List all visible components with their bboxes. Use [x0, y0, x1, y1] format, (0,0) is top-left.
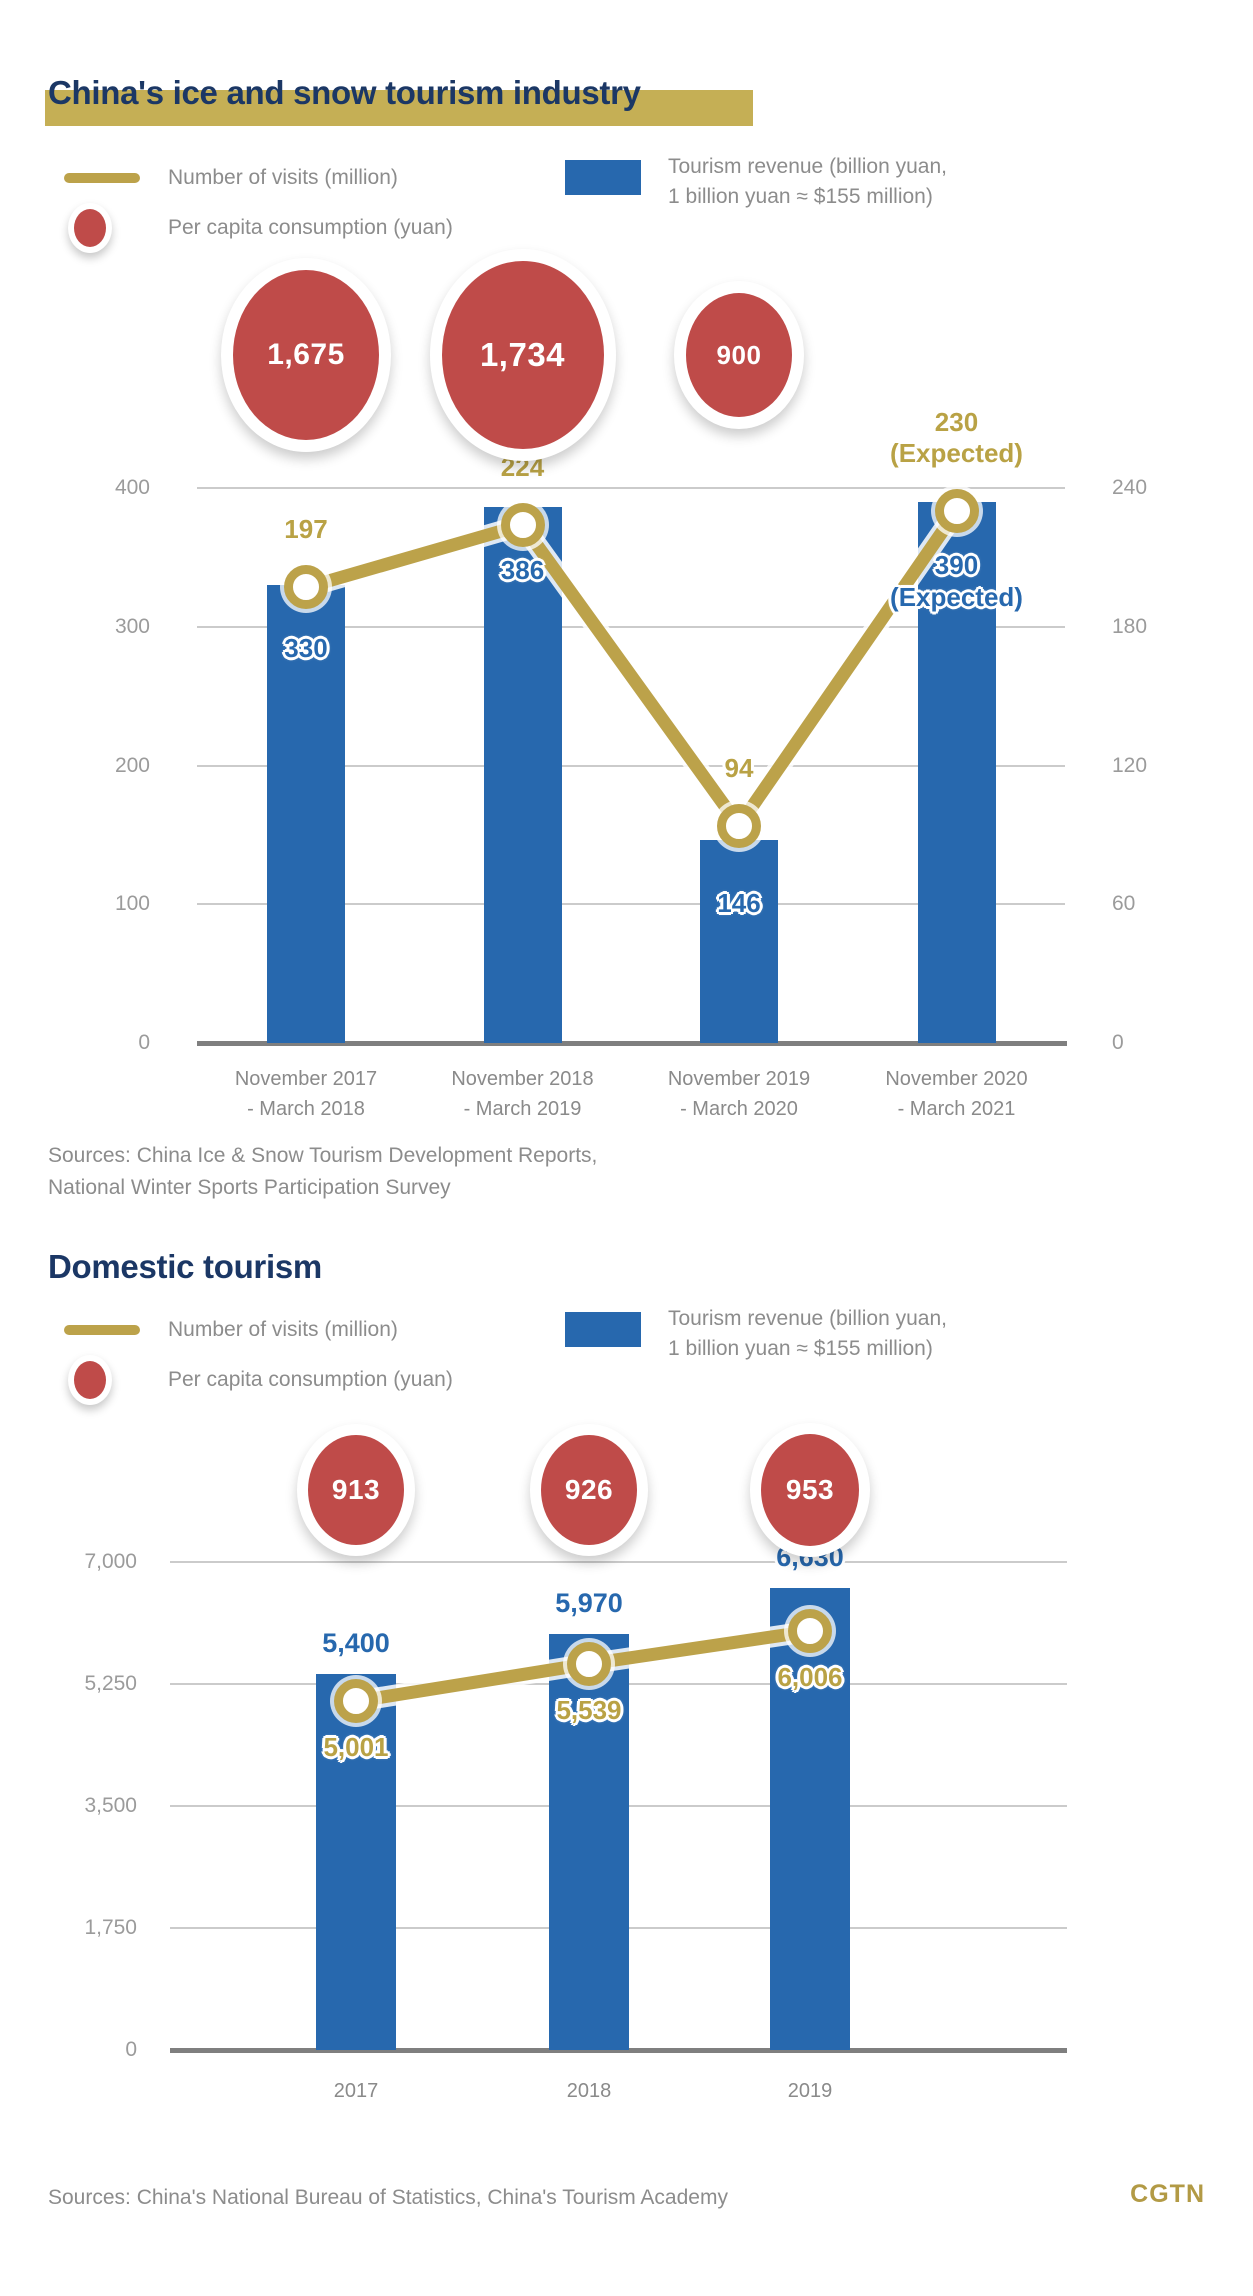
- section2-sources-line1: Sources: China's National Bureau of Stat…: [48, 2186, 728, 2209]
- left-axis-tick-label: 100: [114, 892, 150, 916]
- per-capita-bubble: 926: [530, 1424, 648, 1556]
- line-value-label: 6,006: [777, 1662, 843, 1693]
- bar-value-label: 5,400: [322, 1627, 390, 1658]
- x-category-label: November 2020 - March 2021: [885, 1068, 1028, 1120]
- per-capita-legend-label-2: Per capita consumption (yuan): [168, 1368, 453, 1391]
- per-capita-bubble: 953: [750, 1423, 870, 1557]
- per-capita-dot-swatch-icon: [68, 203, 112, 253]
- per-capita-bubble: 913: [297, 1424, 415, 1556]
- line-value-label: 197: [284, 514, 328, 545]
- revenue-bar: [700, 840, 778, 1043]
- per-capita-dot-inner-2: [74, 1361, 106, 1399]
- title-highlight-bar: [45, 90, 753, 126]
- revenue-bar: [483, 507, 562, 1043]
- line-value-label: 5,539: [556, 1694, 622, 1725]
- revenue-bar-swatch-icon: [565, 160, 641, 195]
- visits-legend-label: Number of visits (million): [168, 166, 398, 189]
- per-capita-bubble-fill: 1,734: [441, 261, 604, 449]
- revenue-bar-swatch-icon-2: [565, 1312, 641, 1347]
- per-capita-bubble: 900: [674, 281, 804, 429]
- visits-legend-label-2: Number of visits (million): [168, 1318, 398, 1341]
- per-capita-bubble-fill: 1,675: [233, 270, 379, 440]
- per-capita-value: 913: [331, 1474, 381, 1505]
- per-capita-bubble-fill: 900: [686, 293, 792, 417]
- left-axis-tick-label: 300: [114, 614, 150, 638]
- x-category-label: 2017: [333, 2080, 379, 2102]
- bar-value-label: (Expected): [890, 581, 1023, 612]
- x-category-label: 2018: [566, 2080, 612, 2102]
- revenue-bar: [770, 1587, 850, 2050]
- per-capita-value: 953: [785, 1474, 835, 1505]
- per-capita-bubble: 1,734: [429, 249, 616, 461]
- section1-sources-line1: Sources: China Ice & Snow Tourism Develo…: [48, 1144, 598, 1167]
- bar-value-label: 330: [284, 633, 328, 664]
- per-capita-bubble-fill: 953: [761, 1434, 859, 1546]
- line-value-label: 230: [934, 407, 979, 438]
- per-capita-dot-swatch-icon-2: [68, 1355, 112, 1405]
- right-axis-tick-label: 240: [1112, 476, 1148, 499]
- left-axis-tick-label: 5,250: [84, 1672, 137, 1695]
- revenue-legend-line1-2: Tourism revenue (billion yuan,: [668, 1307, 947, 1330]
- left-axis-tick-label: 400: [114, 476, 150, 499]
- bar-value-label: 5,970: [555, 1587, 623, 1618]
- line-marker: [934, 489, 979, 534]
- per-capita-value: 926: [564, 1474, 614, 1505]
- left-axis-tick-label: 0: [138, 1031, 150, 1054]
- revenue-legend-label-2: Tourism revenue (billion yuan, 1 billion…: [668, 1304, 947, 1364]
- per-capita-bubble: 1,675: [221, 258, 391, 452]
- line-marker: [788, 1609, 832, 1654]
- section1-sources-line2: National Winter Sports Participation Sur…: [48, 1176, 451, 1199]
- per-capita-value: 900: [716, 339, 762, 370]
- right-axis-tick-label: 60: [1112, 892, 1136, 916]
- line-marker: [567, 1641, 611, 1686]
- revenue-legend-line2: 1 billion yuan ≈ $155 million): [668, 185, 933, 208]
- bar-value-label: 386: [500, 555, 545, 586]
- left-axis-tick-label: 1,750: [84, 1916, 137, 1939]
- x-category-label: November 2017 - March 2018: [234, 1068, 378, 1120]
- line-value-label: 5,001: [323, 1732, 389, 1763]
- revenue-legend-line2-2: 1 billion yuan ≈ $155 million): [668, 1337, 933, 1360]
- bar-value-label: 146: [717, 888, 761, 919]
- left-axis-tick-label: 200: [114, 753, 150, 777]
- cgtn-logo: CGTN: [1130, 2180, 1205, 2208]
- per-capita-legend-label: Per capita consumption (yuan): [168, 216, 453, 239]
- revenue-legend-label: Tourism revenue (billion yuan, 1 billion…: [668, 152, 947, 212]
- bar-value-label: 390: [934, 549, 979, 580]
- x-axis-baseline: [170, 2048, 1067, 2053]
- section1-sources: Sources: China Ice & Snow Tourism Develo…: [48, 1140, 597, 1204]
- section2-title: Domestic tourism: [48, 1248, 322, 1285]
- revenue-legend-line1: Tourism revenue (billion yuan,: [668, 155, 947, 178]
- x-category-label: November 2019 - March 2020: [667, 1068, 811, 1120]
- left-axis-tick-label: 3,500: [84, 1794, 137, 1817]
- line-value-label: 94: [724, 752, 754, 783]
- line-marker: [717, 803, 761, 848]
- right-axis-tick-label: 0: [1112, 1031, 1124, 1054]
- per-capita-bubble-fill: 926: [541, 1435, 637, 1545]
- revenue-bar: [316, 1673, 396, 2050]
- x-category-label: November 2018 - March 2019: [451, 1068, 594, 1120]
- x-axis-baseline: [197, 1041, 1067, 1046]
- gridline: [197, 487, 1065, 489]
- right-axis-tick-label: 120: [1112, 753, 1148, 777]
- visits-line-swatch-icon: [64, 173, 140, 183]
- per-capita-dot-inner: [74, 209, 106, 247]
- visits-line-swatch-icon-2: [64, 1325, 140, 1335]
- left-axis-tick-label: 0: [125, 2038, 137, 2061]
- section2-sources: Sources: China's National Bureau of Stat…: [48, 2182, 728, 2214]
- line-value-label: (Expected): [890, 438, 1023, 469]
- x-category-label: 2019: [787, 2080, 833, 2102]
- line-marker: [500, 503, 545, 547]
- section1-title: China's ice and snow tourism industry: [48, 74, 641, 111]
- gridline: [197, 903, 1065, 906]
- per-capita-bubble-fill: 913: [308, 1435, 404, 1545]
- left-axis-tick-label: 7,000: [84, 1550, 137, 1573]
- per-capita-value: 1,675: [267, 338, 345, 371]
- right-axis-tick-label: 180: [1112, 614, 1148, 638]
- gridline: [170, 1561, 1067, 1563]
- per-capita-value: 1,734: [479, 336, 566, 373]
